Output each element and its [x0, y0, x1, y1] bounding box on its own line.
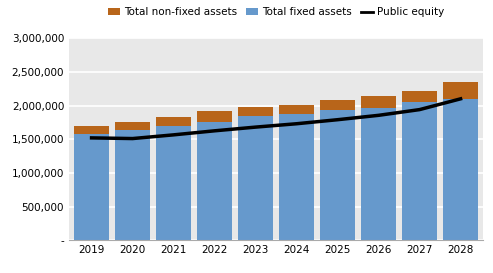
Bar [443, 82, 478, 99]
Bar [197, 122, 232, 240]
Bar [115, 122, 150, 130]
Bar [361, 96, 396, 108]
Bar [320, 110, 355, 240]
Bar [279, 114, 314, 240]
Bar [402, 91, 437, 102]
Bar [402, 102, 437, 240]
Bar [443, 99, 478, 240]
Legend: Total non-fixed assets, Total fixed assets, Public equity: Total non-fixed assets, Total fixed asse… [104, 3, 449, 21]
Bar [238, 106, 273, 116]
Bar [74, 134, 109, 240]
Bar [238, 116, 273, 240]
Bar [156, 126, 191, 240]
Bar [361, 108, 396, 240]
Bar [279, 105, 314, 114]
Bar [156, 117, 191, 126]
Bar [115, 130, 150, 240]
Bar [320, 100, 355, 110]
Bar [74, 126, 109, 134]
Bar [197, 111, 232, 122]
